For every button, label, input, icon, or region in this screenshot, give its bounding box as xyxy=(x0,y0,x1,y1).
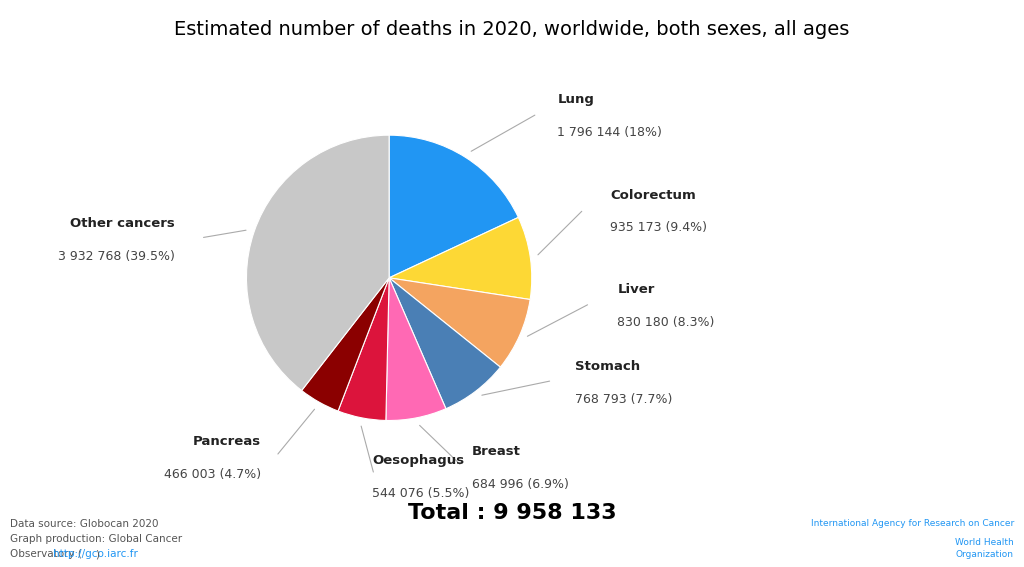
Text: International Agency for Research on Cancer: International Agency for Research on Can… xyxy=(811,519,1014,528)
Text: Observatory (: Observatory ( xyxy=(10,549,82,560)
Text: 466 003 (4.7%): 466 003 (4.7%) xyxy=(164,468,261,481)
Text: World Health
Organization: World Health Organization xyxy=(955,538,1014,559)
Text: Graph production: Global Cancer: Graph production: Global Cancer xyxy=(10,534,182,544)
Text: 768 793 (7.7%): 768 793 (7.7%) xyxy=(574,392,672,405)
Text: Other cancers: Other cancers xyxy=(71,217,175,230)
Wedge shape xyxy=(389,278,530,367)
Text: Total : 9 958 133: Total : 9 958 133 xyxy=(408,503,616,523)
Text: Estimated number of deaths in 2020, worldwide, both sexes, all ages: Estimated number of deaths in 2020, worl… xyxy=(174,20,850,39)
Text: Lung: Lung xyxy=(557,93,594,106)
Text: Oesophagus: Oesophagus xyxy=(372,454,464,467)
Text: 830 180 (8.3%): 830 180 (8.3%) xyxy=(617,316,715,328)
Wedge shape xyxy=(247,135,389,391)
Wedge shape xyxy=(302,278,389,411)
Text: Data source: Globocan 2020: Data source: Globocan 2020 xyxy=(10,519,159,529)
Wedge shape xyxy=(386,278,445,421)
Text: 935 173 (9.4%): 935 173 (9.4%) xyxy=(610,221,708,234)
Wedge shape xyxy=(389,217,531,299)
Text: Liver: Liver xyxy=(617,283,654,296)
Text: ): ) xyxy=(95,549,99,560)
Text: http://gco.iarc.fr: http://gco.iarc.fr xyxy=(53,549,138,560)
Text: Colorectum: Colorectum xyxy=(610,189,696,202)
Text: Breast: Breast xyxy=(472,446,521,458)
Wedge shape xyxy=(389,278,501,409)
Wedge shape xyxy=(389,135,518,278)
Text: 544 076 (5.5%): 544 076 (5.5%) xyxy=(372,486,469,500)
Text: 3 932 768 (39.5%): 3 932 768 (39.5%) xyxy=(58,250,175,263)
Text: Stomach: Stomach xyxy=(574,360,640,373)
Text: 1 796 144 (18%): 1 796 144 (18%) xyxy=(557,126,663,139)
Text: Pancreas: Pancreas xyxy=(193,435,261,448)
Wedge shape xyxy=(338,278,389,421)
Text: 684 996 (6.9%): 684 996 (6.9%) xyxy=(472,478,568,491)
